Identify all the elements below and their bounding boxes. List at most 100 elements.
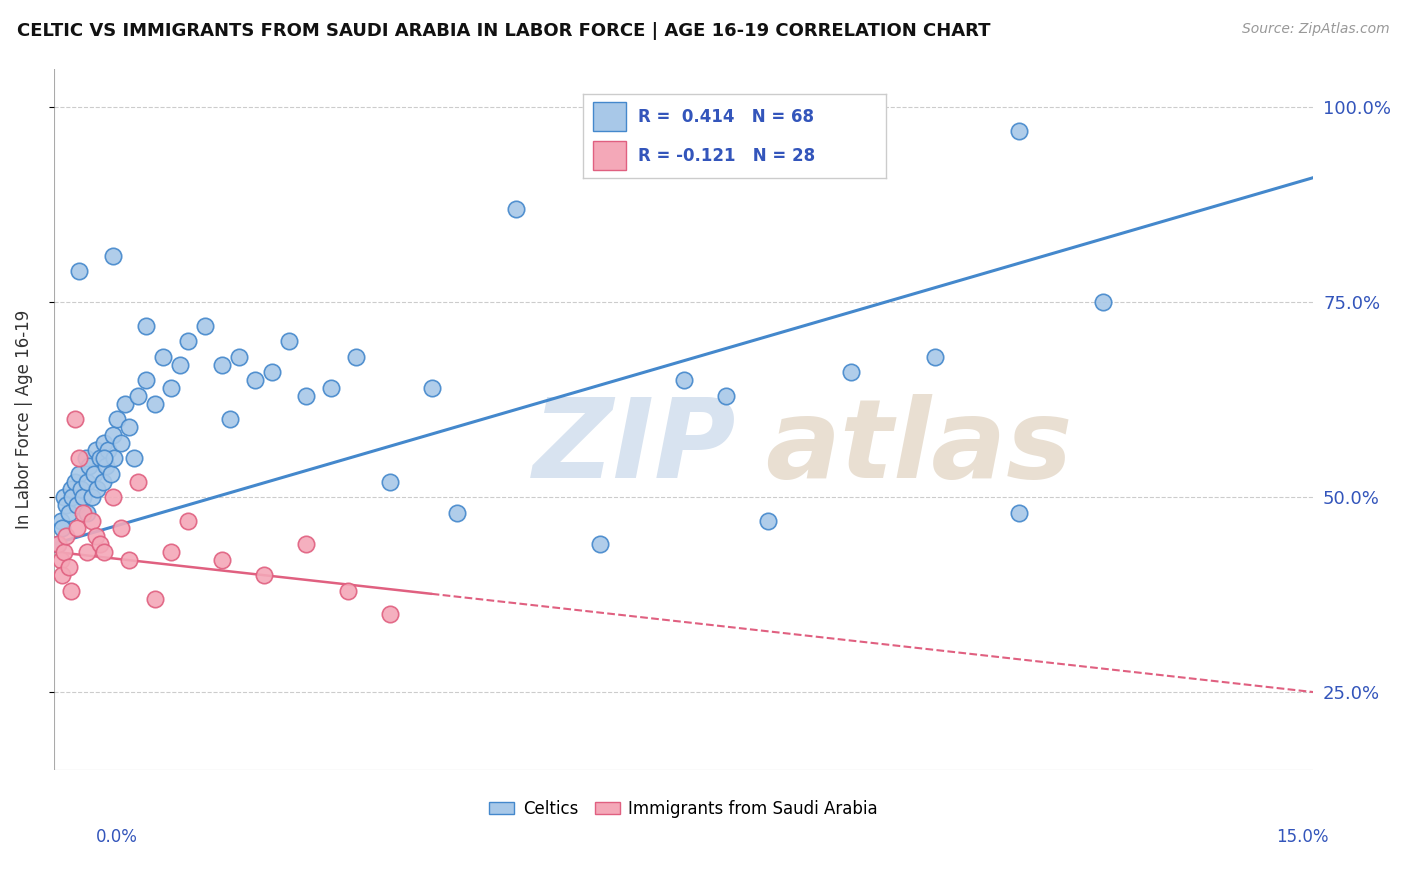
- Point: [76, 545, 98, 559]
- Point: [924, 350, 946, 364]
- Point: [211, 552, 233, 566]
- Point: [420, 381, 443, 395]
- Point: [55, 498, 77, 512]
- Point: [588, 537, 610, 551]
- Point: [89, 537, 111, 551]
- Point: [1092, 295, 1115, 310]
- Point: [63, 412, 86, 426]
- Text: Source: ZipAtlas.com: Source: ZipAtlas.com: [1241, 22, 1389, 37]
- Point: [91, 475, 114, 489]
- Point: [211, 358, 233, 372]
- Point: [51, 521, 73, 535]
- Point: [72, 506, 94, 520]
- Point: [46, 537, 69, 551]
- Point: [89, 451, 111, 466]
- Point: [177, 334, 200, 349]
- Point: [110, 435, 132, 450]
- Point: [101, 427, 124, 442]
- Point: [55, 529, 77, 543]
- Text: atlas: atlas: [765, 393, 1073, 500]
- Point: [143, 591, 166, 606]
- Point: [76, 506, 98, 520]
- Text: R =  0.414   N = 68: R = 0.414 N = 68: [638, 108, 814, 126]
- Point: [93, 435, 115, 450]
- Point: [177, 514, 200, 528]
- Point: [49, 552, 72, 566]
- Point: [93, 451, 115, 466]
- Point: [344, 350, 367, 364]
- Text: R = -0.121   N = 28: R = -0.121 N = 28: [638, 146, 815, 164]
- Y-axis label: In Labor Force | Age 16-19: In Labor Force | Age 16-19: [15, 310, 32, 529]
- Point: [118, 420, 141, 434]
- Point: [84, 529, 107, 543]
- Point: [756, 514, 779, 528]
- Point: [122, 451, 145, 466]
- Point: [93, 545, 115, 559]
- Point: [100, 467, 122, 481]
- Point: [76, 475, 98, 489]
- Text: 0.0%: 0.0%: [96, 828, 138, 846]
- Point: [58, 506, 80, 520]
- Point: [446, 506, 468, 520]
- Point: [143, 397, 166, 411]
- Point: [152, 350, 174, 364]
- Point: [294, 537, 316, 551]
- Point: [262, 366, 284, 380]
- Point: [60, 490, 83, 504]
- Point: [169, 358, 191, 372]
- Point: [336, 583, 359, 598]
- Point: [97, 443, 120, 458]
- Point: [127, 475, 149, 489]
- Legend: Celtics, Immigrants from Saudi Arabia: Celtics, Immigrants from Saudi Arabia: [482, 794, 884, 825]
- Point: [66, 521, 89, 535]
- Point: [58, 560, 80, 574]
- Point: [86, 483, 108, 497]
- Point: [1008, 506, 1031, 520]
- Point: [294, 389, 316, 403]
- Point: [114, 397, 136, 411]
- Point: [219, 412, 242, 426]
- Point: [59, 583, 82, 598]
- Point: [319, 381, 342, 395]
- Point: [67, 451, 90, 466]
- Point: [194, 318, 217, 333]
- Point: [67, 467, 90, 481]
- Point: [110, 521, 132, 535]
- Point: [228, 350, 250, 364]
- Point: [46, 537, 69, 551]
- Point: [135, 373, 157, 387]
- Point: [84, 443, 107, 458]
- Point: [77, 458, 100, 473]
- Point: [714, 389, 737, 403]
- Point: [253, 568, 276, 582]
- Point: [69, 483, 91, 497]
- Point: [52, 545, 75, 559]
- Text: ZIP: ZIP: [533, 393, 735, 500]
- Point: [105, 412, 128, 426]
- Point: [66, 498, 89, 512]
- Point: [94, 458, 117, 473]
- Point: [83, 467, 105, 481]
- Bar: [592, 141, 626, 169]
- Point: [245, 373, 267, 387]
- Point: [80, 490, 103, 504]
- Point: [51, 568, 73, 582]
- Point: [101, 490, 124, 504]
- Point: [841, 366, 863, 380]
- Text: CELTIC VS IMMIGRANTS FROM SAUDI ARABIA IN LABOR FORCE | AGE 16-19 CORRELATION CH: CELTIC VS IMMIGRANTS FROM SAUDI ARABIA I…: [17, 22, 990, 40]
- Point: [135, 318, 157, 333]
- Point: [75, 451, 97, 466]
- Point: [67, 264, 90, 278]
- Point: [127, 389, 149, 403]
- Point: [72, 490, 94, 504]
- Point: [160, 545, 183, 559]
- Point: [505, 202, 527, 216]
- Point: [1008, 124, 1031, 138]
- Point: [49, 514, 72, 528]
- Point: [672, 373, 695, 387]
- Point: [52, 490, 75, 504]
- Point: [378, 475, 401, 489]
- Point: [378, 607, 401, 621]
- Point: [160, 381, 183, 395]
- Text: 15.0%: 15.0%: [1277, 828, 1329, 846]
